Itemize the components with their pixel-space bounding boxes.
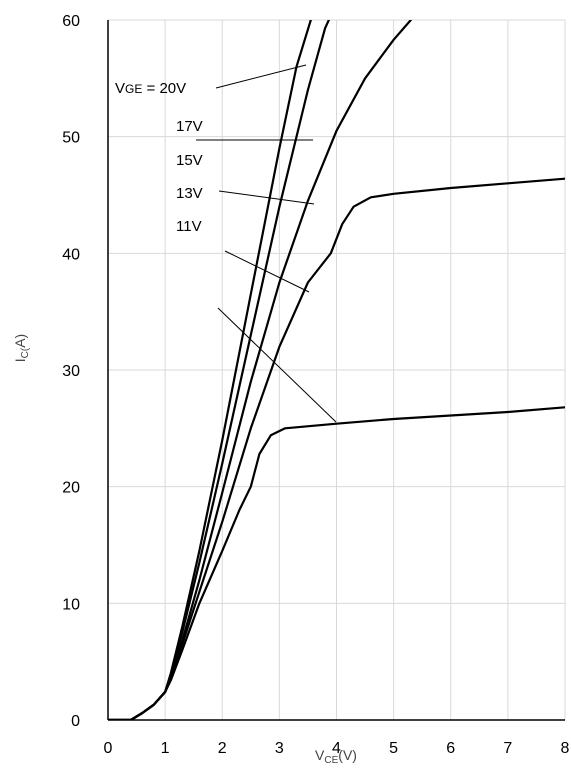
annotation-labels: VGE = 20V 17V 15V 13V 11V [115, 80, 203, 235]
y-tick-label: 60 [62, 13, 80, 30]
x-tick-label: 6 [446, 740, 455, 757]
x-tick-label: 5 [389, 740, 398, 757]
x-tick-label: 2 [218, 740, 227, 757]
x-tick-label: 1 [161, 740, 170, 757]
y-tick-label: 30 [62, 363, 80, 380]
x-tick-label: 8 [561, 740, 570, 757]
series-line-1 [108, 0, 339, 720]
y-axis-title: IC(A) [12, 334, 31, 362]
y-tick-label: 40 [62, 246, 80, 263]
annotation-label: VGE = 20V [115, 80, 186, 97]
y-tick-label: 10 [62, 596, 80, 613]
y-tick-label: 20 [62, 480, 80, 497]
x-tick-label: 0 [104, 740, 113, 757]
annotation-leader-line [219, 191, 314, 204]
annotation-label: 15V [176, 152, 203, 169]
y-tick-label: 0 [71, 713, 80, 730]
annotation-label: 11V [176, 218, 202, 235]
x-tick-label: 7 [503, 740, 512, 757]
annotation-label: 17V [176, 118, 203, 135]
annotation-leader-line [225, 251, 309, 292]
annotation-label: 13V [176, 185, 203, 202]
annotation-leaders [196, 65, 336, 422]
y-tick-label: 50 [62, 130, 80, 147]
x-tick-label: 3 [275, 740, 284, 757]
